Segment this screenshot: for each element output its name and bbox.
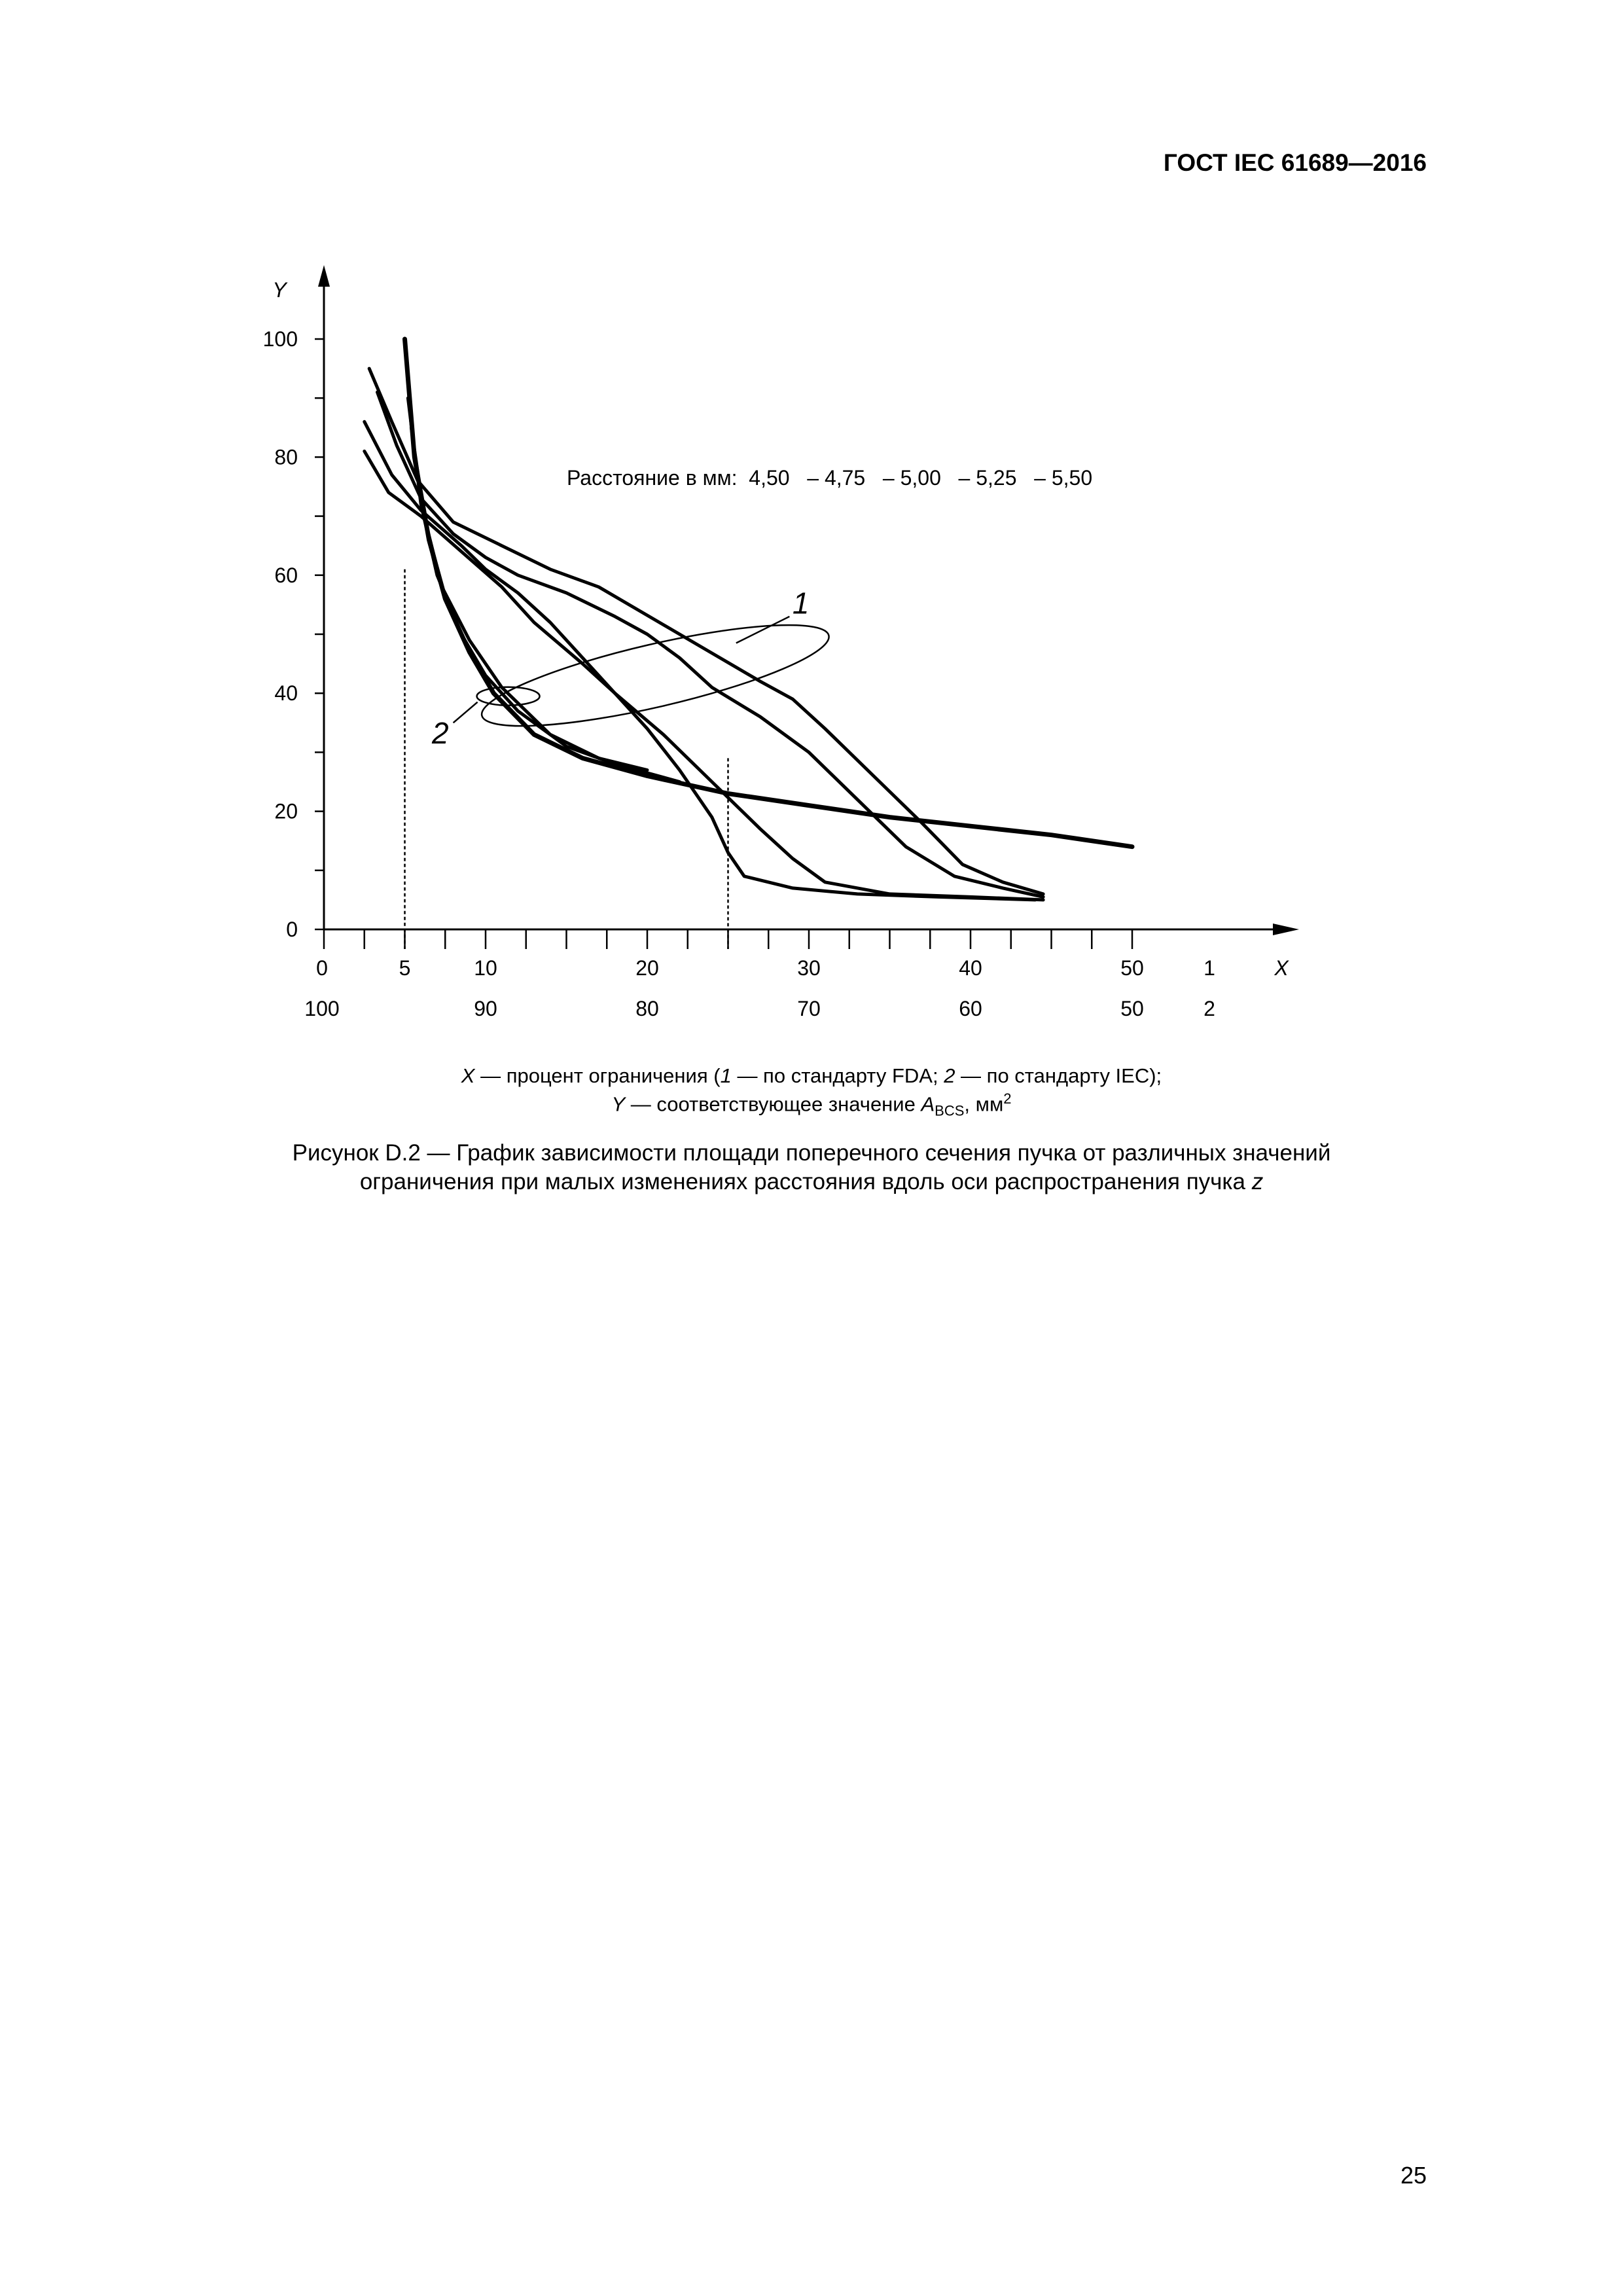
- x-note-num-2: 2: [944, 1064, 955, 1087]
- x-tick-label-secondary: 100: [304, 997, 339, 1020]
- x-note-text-c: — по стандарту IEC);: [955, 1064, 1162, 1087]
- x-tick-label-secondary: 50: [1120, 997, 1144, 1020]
- y-tick-label: 0: [286, 918, 298, 941]
- series-line-group-2: [409, 425, 649, 772]
- y-tick-label: 100: [263, 327, 298, 351]
- x-tick-label-secondary: 70: [797, 997, 821, 1020]
- x-tick-label: 50: [1120, 956, 1144, 980]
- y-note-symbol: A: [921, 1092, 935, 1116]
- figure-caption: Рисунок D.2 — График зависимости площади…: [196, 1139, 1427, 1196]
- series-line-group-2: [406, 396, 681, 783]
- y-axis-arrow: [318, 265, 330, 287]
- caption-line-1: Рисунок D.2 — График зависимости площади…: [292, 1140, 1331, 1166]
- x-note-num-1: 1: [720, 1064, 732, 1087]
- x-tick-label: 5: [399, 956, 411, 980]
- y-note-text-a: — соответствующее значение: [625, 1092, 921, 1116]
- axes: [315, 265, 1299, 949]
- x-tick-label-secondary: 80: [635, 997, 659, 1020]
- chart-legend-text: Расстояние в мм: 4,50 – 4,75 – 5,00 – 5,…: [567, 466, 1092, 490]
- x-axis-label: X: [1274, 956, 1289, 980]
- series-line-group-1: [363, 420, 1037, 902]
- annotation-ellipse-1: [480, 624, 830, 727]
- x-tick-label-secondary: 60: [959, 997, 982, 1020]
- x-axis-note: X — процент ограничения (1 — по стандарт…: [0, 1064, 1623, 1088]
- annotations: 12: [431, 586, 830, 750]
- annotation-label-2: 2: [431, 716, 449, 750]
- y-axis-note: Y — соответствующее значение ABCS, мм2: [0, 1090, 1623, 1120]
- y-tick-label: 20: [274, 800, 298, 823]
- caption-line-2-text: ограничения при малых изменениях расстоя…: [359, 1169, 1252, 1194]
- annotation-label-1: 1: [793, 586, 810, 620]
- annotation-leader-2: [452, 701, 478, 724]
- reference-lines: [404, 569, 729, 949]
- x-note-text-a: — процент ограничения (: [474, 1064, 721, 1087]
- x-tick-label: 20: [635, 956, 659, 980]
- x-axis-arrow: [1273, 924, 1299, 935]
- scale-label-2: 2: [1204, 997, 1215, 1020]
- x-tick-label: 10: [474, 956, 497, 980]
- annotation-leader-1: [736, 615, 790, 644]
- caption-line-2: ограничения при малых изменениях расстоя…: [196, 1168, 1427, 1196]
- y-note-superscript: 2: [1003, 1090, 1012, 1107]
- y-tick-label: 40: [274, 681, 298, 705]
- document-header: ГОСТ IEC 61689—2016: [1163, 149, 1427, 176]
- y-note-subscript: BCS: [935, 1102, 965, 1119]
- series-line-group-1: [376, 390, 1045, 899]
- series-line-group-1: [363, 449, 1045, 902]
- y-tick-label: 60: [274, 564, 298, 587]
- scale-label-1: 1: [1204, 956, 1215, 980]
- x-note-text-b: — по стандарту FDA;: [731, 1064, 944, 1087]
- x-tick-label: 40: [959, 956, 982, 980]
- x-tick-label: 0: [316, 956, 328, 980]
- series-line-group-1: [367, 367, 1045, 896]
- x-tick-label: 30: [797, 956, 821, 980]
- page-number: 25: [1400, 2162, 1427, 2189]
- y-var: Y: [611, 1092, 626, 1116]
- series-group: [363, 336, 1135, 902]
- annotation-ellipse-2: [476, 686, 541, 706]
- series-line-group-2: [402, 336, 1135, 850]
- x-var: X: [461, 1064, 475, 1087]
- y-axis-label: Y: [272, 278, 288, 302]
- y-tick-label: 80: [274, 445, 298, 469]
- caption-var-z: z: [1251, 1169, 1264, 1194]
- x-tick-label-secondary: 90: [474, 997, 497, 1020]
- y-note-text-b: , мм: [964, 1092, 1004, 1116]
